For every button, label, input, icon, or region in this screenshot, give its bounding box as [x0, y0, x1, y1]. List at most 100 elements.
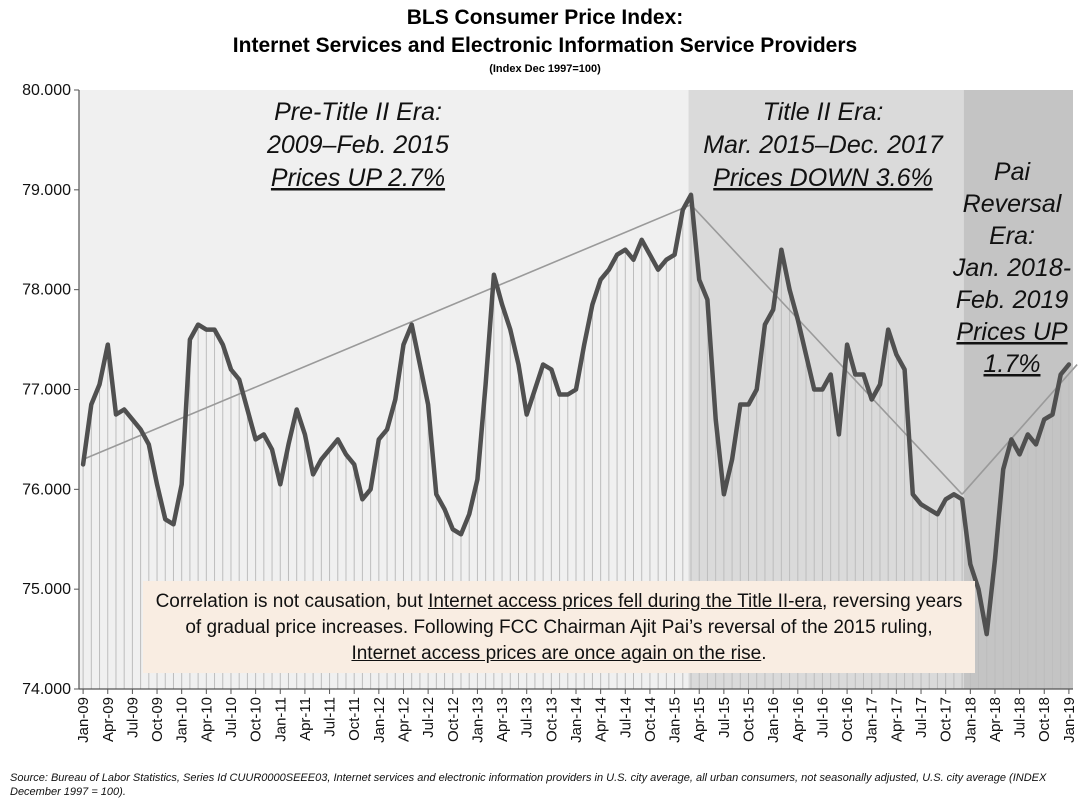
data-point — [131, 418, 133, 421]
data-point — [361, 498, 364, 500]
data-point — [854, 373, 856, 376]
note-underlined-2: Internet access prices are once again on… — [351, 643, 762, 664]
data-point — [690, 194, 692, 196]
era-2-label-line: Mar. 2015–Dec. 2017 — [703, 131, 944, 159]
y-tick-label: 79.000 — [22, 182, 71, 199]
data-point — [936, 513, 939, 515]
data-point — [887, 329, 889, 331]
data-point — [534, 388, 536, 391]
data-point — [821, 388, 824, 391]
data-point — [452, 528, 454, 530]
note-text-1: Correlation is not causation, but — [155, 591, 429, 612]
x-tick-label: Jul-17 — [913, 697, 930, 738]
data-point — [575, 388, 577, 391]
data-point — [641, 239, 643, 241]
data-point — [394, 398, 396, 401]
x-tick-label: Jan-15 — [667, 697, 684, 743]
data-point — [780, 249, 782, 251]
data-point — [427, 403, 429, 406]
data-point — [953, 493, 955, 495]
data-point — [1019, 453, 1021, 455]
data-point — [715, 418, 717, 421]
era-3-label-underlined: Prices UP — [956, 318, 1067, 346]
era-1-label-line: Pre-Title II Era: — [274, 98, 442, 126]
era-1-label-underlined: Prices UP 2.7% — [271, 164, 445, 192]
data-point — [148, 443, 150, 446]
data-point — [706, 299, 709, 301]
y-tick-label: 75.000 — [22, 581, 71, 598]
data-point — [591, 304, 594, 306]
x-tick-label: Jul-13 — [519, 697, 536, 738]
era-3-label-line: Era: — [989, 222, 1035, 250]
x-tick-label: Jan-09 — [75, 697, 92, 743]
data-point — [255, 438, 257, 441]
data-point — [928, 508, 930, 510]
x-tick-label: Jul-10 — [223, 697, 240, 738]
chart-title-line1: BLS Consumer Price Index: — [406, 6, 684, 29]
y-tick-label: 74.000 — [22, 681, 71, 698]
data-point — [830, 373, 832, 376]
data-point — [517, 363, 520, 366]
data-point — [1010, 438, 1012, 441]
data-point — [501, 304, 503, 306]
data-point — [386, 428, 388, 431]
data-point — [509, 329, 511, 331]
source-note: Source: Bureau of Labor Statistics, Seri… — [10, 772, 1047, 798]
data-point — [600, 279, 602, 281]
data-point — [805, 353, 807, 356]
data-point — [1068, 363, 1070, 366]
data-point — [107, 343, 109, 346]
data-point — [731, 458, 733, 460]
era-3-label-line: Pai — [994, 158, 1032, 186]
data-point — [238, 378, 240, 381]
data-point — [320, 458, 322, 460]
x-tick-label: Jan-11 — [272, 697, 289, 742]
data-point — [632, 259, 635, 261]
x-tick-label: Oct-10 — [248, 697, 265, 742]
data-point — [222, 343, 224, 346]
data-point — [797, 319, 799, 321]
data-point — [616, 254, 618, 256]
x-tick-label: Jul-18 — [1012, 697, 1029, 738]
era-3-label-line: Feb. 2019 — [956, 286, 1069, 314]
data-point — [172, 523, 175, 525]
data-point — [879, 383, 881, 386]
x-tick-label: Jan-19 — [1061, 697, 1078, 743]
data-point — [673, 254, 676, 256]
y-tick-label: 78.000 — [22, 282, 71, 299]
data-point — [977, 588, 980, 590]
trend-line — [690, 204, 963, 495]
chart-subtitle: (Index Dec 1997=100) — [489, 63, 601, 75]
data-point — [558, 393, 561, 396]
data-point — [296, 408, 298, 411]
data-point — [411, 324, 413, 326]
data-point — [624, 249, 626, 251]
data-point — [304, 433, 306, 436]
data-point — [813, 388, 815, 391]
data-point — [682, 209, 684, 211]
x-tick-label: Apr-12 — [395, 697, 412, 742]
era-2-label-line: Title II Era: — [763, 98, 884, 126]
data-point — [189, 338, 191, 341]
axes: 74.000 75.000 76.000 77.000 78.000 79.000 80.0… — [22, 82, 1078, 743]
x-tick-label: Oct-09 — [149, 697, 166, 742]
data-point — [468, 513, 470, 515]
x-tick-label: Jul-11 — [322, 697, 339, 737]
data-point — [164, 518, 166, 520]
data-point — [82, 463, 84, 465]
data-point — [115, 413, 117, 416]
y-tick-label: 76.000 — [22, 481, 71, 498]
data-point — [181, 483, 183, 485]
data-point — [747, 403, 750, 406]
data-point — [435, 493, 437, 495]
note-underlined-1: Internet access prices fell during the T… — [428, 591, 822, 612]
data-point — [567, 393, 569, 396]
data-point — [846, 343, 848, 346]
data-point — [460, 533, 462, 535]
data-point — [485, 383, 487, 386]
data-point — [903, 368, 906, 371]
data-point — [862, 373, 865, 376]
data-point — [895, 353, 897, 356]
series-line — [80, 192, 1072, 637]
x-tick-label: Jan-10 — [174, 697, 191, 743]
